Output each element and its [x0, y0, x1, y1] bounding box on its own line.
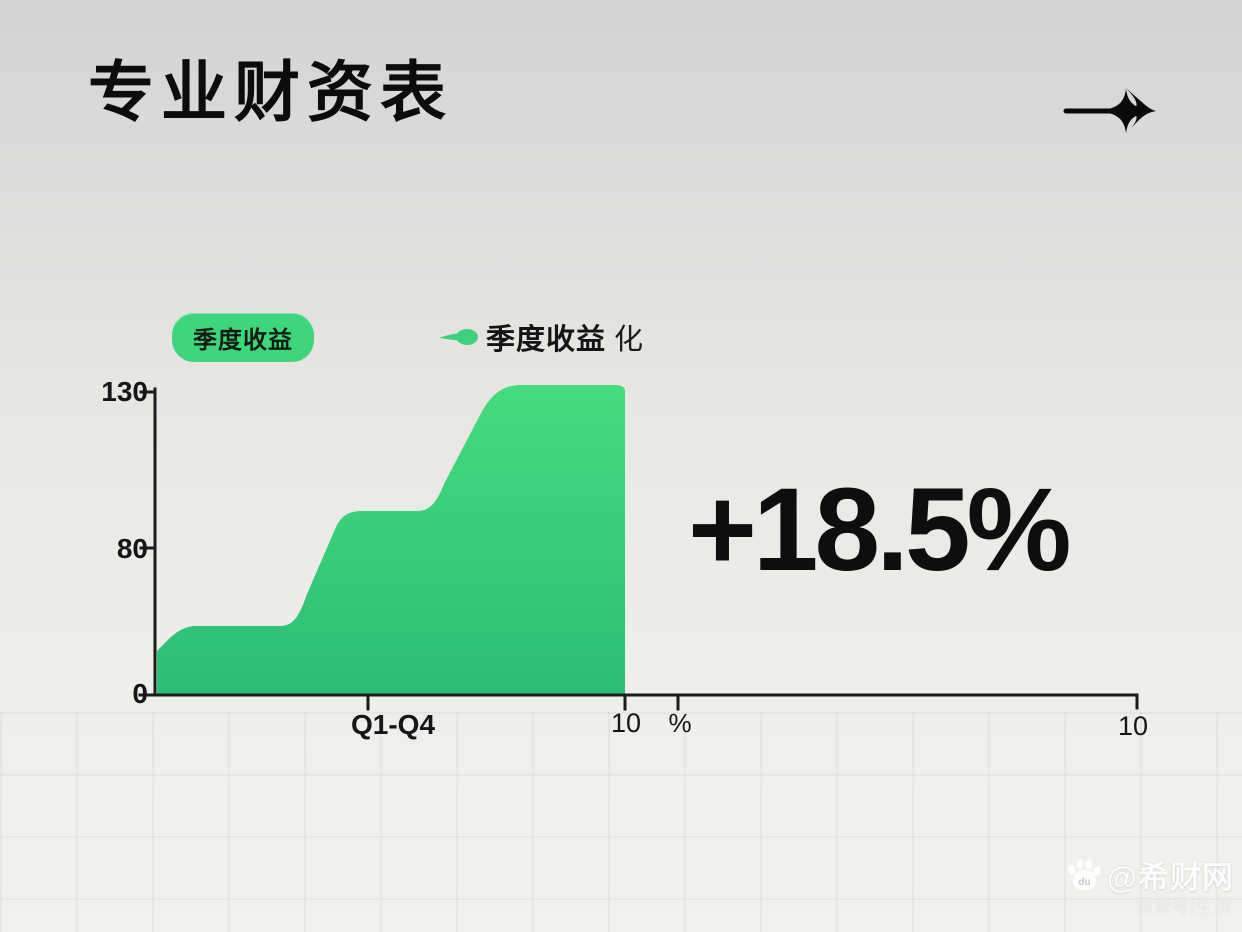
y-label-0: 0: [132, 678, 148, 709]
legend-suffix: 化: [614, 324, 644, 356]
faint-grid-background: [0, 712, 1242, 932]
baidu-paw-icon: du: [1067, 858, 1101, 890]
y-label-130: 130: [101, 376, 148, 407]
watermark: du @希财网 百家号|生成: [1064, 852, 1234, 918]
axes: [138, 387, 1139, 711]
quarter-returns-badge: 季度收益: [172, 313, 314, 362]
sparkle-arrow-icon: [1063, 88, 1156, 134]
page-title: 专业财资表: [88, 55, 453, 129]
x-label-right-10: 10: [1118, 711, 1148, 741]
watermark-subtext: 百家号|生成: [1136, 898, 1232, 917]
y-label-80: 80: [117, 533, 148, 564]
area-series-quarter-returns: [157, 385, 625, 694]
comet-dot-icon: [439, 329, 478, 345]
x-label-q1q4: Q1-Q4: [351, 709, 435, 740]
legend-label: 季度收益: [486, 324, 607, 356]
chart-legend: 季度收益 化: [438, 316, 643, 358]
paw-du-text: du: [1078, 877, 1090, 888]
x-label-10: 10: [611, 708, 641, 738]
growth-stat: +18.5%: [688, 464, 1071, 596]
x-label-percent: %: [668, 708, 691, 738]
watermark-handle: @希财网: [1106, 860, 1234, 895]
